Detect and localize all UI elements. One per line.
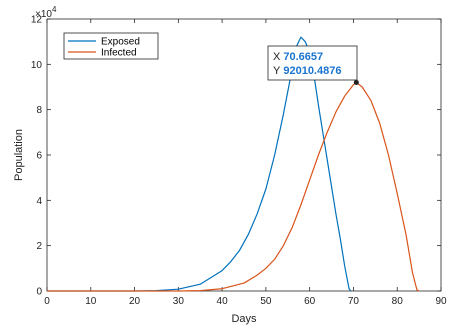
x-axis-label: Days: [231, 313, 257, 325]
y-tick-label: 4: [36, 196, 42, 207]
datatip-box: [267, 45, 358, 81]
datatip[interactable]: X 70.6657 Y 92010.4876: [267, 45, 359, 85]
x-tick-label: 10: [85, 296, 97, 307]
x-tick-label: 0: [44, 296, 50, 307]
x-axis: 0 10 20 30 40 50 60 70 80 90: [44, 19, 447, 307]
x-tick-label: 90: [435, 296, 447, 307]
y-tick-label: 6: [36, 151, 42, 162]
plot-area: [46, 18, 442, 292]
y-multiplier-base: ×10: [35, 9, 52, 20]
x-tick-label: 80: [392, 296, 404, 307]
x-tick-label: 30: [173, 296, 185, 307]
x-tick-label: 20: [129, 296, 141, 307]
y-tick-label: 12: [31, 15, 43, 26]
datatip-y-label: Y: [273, 65, 281, 77]
y-axis: 0 2 4 6 8 10 12: [31, 15, 441, 298]
datatip-y-row: Y 92010.4876: [273, 65, 341, 77]
y-tick-label: 0: [36, 287, 42, 298]
y-tick-label: 8: [36, 105, 42, 116]
datatip-x-row: X 70.6657: [273, 51, 323, 63]
datatip-marker[interactable]: [353, 79, 359, 85]
x-tick-label: 60: [304, 296, 316, 307]
y-multiplier-exponent: 4: [52, 5, 57, 14]
y-tick-label: 10: [31, 60, 43, 71]
series-line-infected: [47, 81, 420, 292]
datatip-x-value: 70.6657: [283, 51, 323, 63]
y-axis-multiplier: ×104: [35, 5, 57, 20]
x-tick-label: 70: [348, 296, 360, 307]
legend-box: [63, 32, 159, 60]
datatip-x-label: X: [273, 51, 281, 63]
datatip-y-value: 92010.4876: [283, 65, 341, 77]
x-tick-label: 40: [217, 296, 229, 307]
legend[interactable]: Exposed Infected: [63, 32, 159, 60]
legend-label-infected: Infected: [101, 48, 137, 59]
x-tick-label: 50: [260, 296, 272, 307]
legend-label-exposed: Exposed: [101, 37, 140, 48]
y-tick-label: 2: [36, 241, 42, 252]
y-axis-label: Population: [13, 129, 25, 181]
